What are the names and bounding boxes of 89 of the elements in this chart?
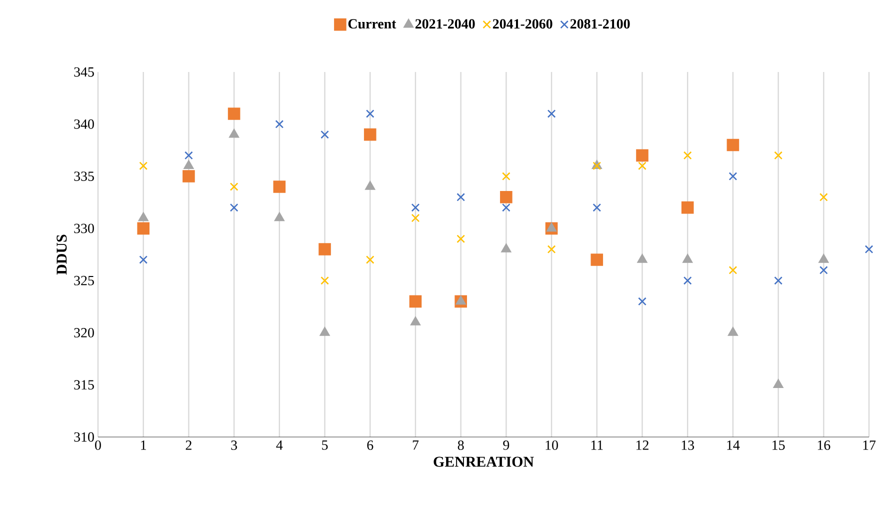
x-tick-label: 3: [231, 440, 238, 450]
y-tick-label: 335: [74, 172, 94, 181]
x-tick-label: 0: [95, 440, 101, 450]
point: [139, 162, 148, 170]
point: [184, 160, 194, 170]
point: [818, 254, 829, 263]
x-tick-label: 11: [591, 440, 603, 450]
point: [320, 327, 330, 336]
point: [547, 110, 556, 118]
y-tick-label: 325: [74, 276, 94, 286]
point: [274, 212, 284, 222]
point: [728, 266, 738, 274]
legend-label: 2041-2060: [492, 19, 552, 29]
point: [500, 190, 512, 204]
point: [774, 151, 782, 160]
point: [681, 201, 694, 214]
y-tick-label: 330: [74, 224, 94, 234]
x-tick-label: 2: [186, 440, 192, 450]
point: [456, 192, 466, 202]
point: [320, 130, 329, 139]
x-tick-label: 16: [818, 440, 830, 450]
point: [410, 316, 420, 326]
x-tick-label: 5: [322, 440, 328, 450]
point: [638, 297, 646, 306]
x-tick-label: 14: [727, 440, 740, 450]
point: [366, 110, 374, 118]
point: [273, 180, 286, 193]
y-tick-label: 310: [74, 432, 94, 442]
point: [637, 254, 648, 263]
point: [590, 254, 604, 266]
point: [819, 192, 828, 202]
point: [728, 327, 738, 336]
point: [682, 254, 693, 263]
point: [638, 162, 646, 170]
point: [774, 276, 782, 285]
point: [683, 151, 692, 160]
point: [864, 245, 874, 254]
x-tick-label: 9: [503, 440, 510, 450]
point: [229, 128, 240, 138]
y-tick-label: 320: [74, 328, 94, 338]
y-axis-title: DDUS: [56, 234, 67, 275]
point: [683, 276, 692, 285]
point: [456, 296, 466, 305]
point: [636, 149, 648, 162]
point: [546, 222, 557, 232]
point: [228, 108, 240, 120]
point: [318, 243, 331, 256]
point: [726, 138, 740, 152]
point: [230, 182, 238, 191]
x-axis-title: GENREATION: [434, 456, 534, 467]
point: [366, 256, 374, 264]
x-tick-label: 13: [682, 440, 694, 450]
x-tick-label: 8: [458, 440, 464, 450]
point: [320, 276, 329, 285]
point: [365, 181, 376, 190]
point: [501, 244, 512, 252]
x-tick-label: 15: [772, 440, 785, 450]
point: [230, 203, 238, 212]
point: [411, 214, 420, 222]
point: [592, 203, 602, 212]
y-tick-label: 340: [74, 119, 94, 129]
point: [182, 170, 195, 182]
point: [502, 203, 510, 212]
point: [275, 120, 284, 128]
point: [411, 203, 420, 212]
x-tick-label: 10: [546, 440, 558, 450]
point: [773, 379, 784, 388]
point: [139, 256, 148, 264]
point: [137, 222, 150, 235]
legend-label: 2021-2040: [415, 19, 475, 29]
y-tick-label: 315: [74, 380, 94, 390]
point: [502, 172, 510, 180]
point: [184, 151, 193, 160]
point: [728, 172, 738, 180]
y-tick-label: 345: [74, 67, 94, 77]
point: [547, 245, 556, 254]
point: [364, 128, 376, 141]
point: [819, 266, 828, 274]
legend-label: Current: [348, 19, 396, 29]
legend-label: 2081-2100: [570, 19, 630, 29]
x-tick-label: 17: [863, 440, 876, 450]
x-tick-label: 7: [412, 440, 419, 450]
point: [456, 234, 466, 244]
x-tick-label: 1: [141, 440, 146, 450]
point: [138, 212, 148, 222]
x-tick-label: 6: [367, 440, 374, 450]
x-tick-label: 4: [276, 440, 283, 450]
point: [409, 295, 422, 308]
x-tick-label: 12: [636, 440, 648, 450]
